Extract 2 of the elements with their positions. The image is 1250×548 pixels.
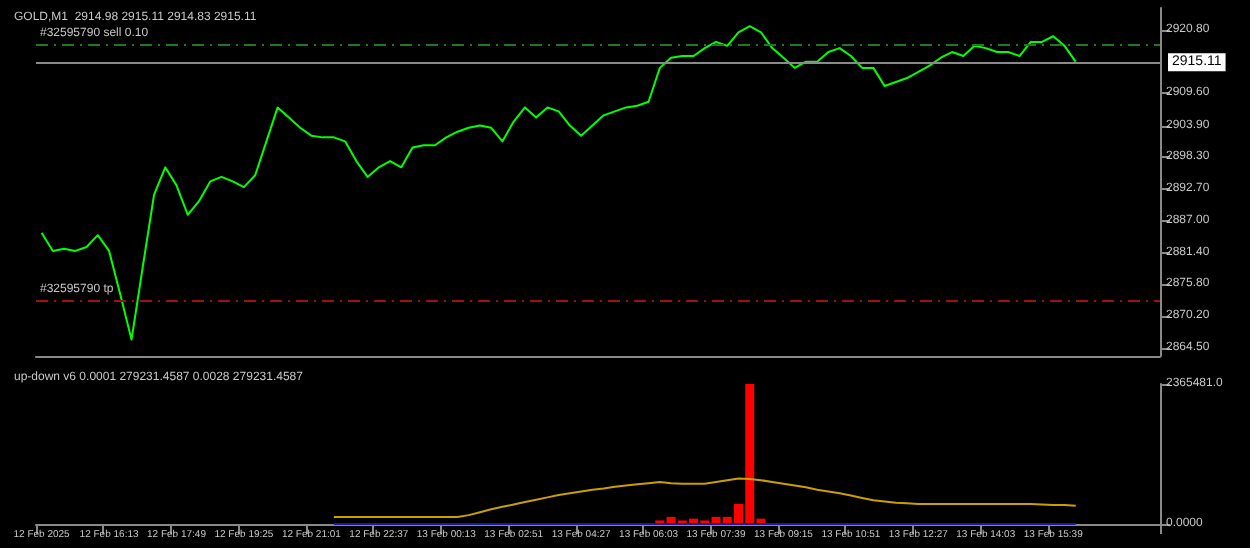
- line-series: [40, 25, 1077, 341]
- line-series: [332, 477, 1077, 518]
